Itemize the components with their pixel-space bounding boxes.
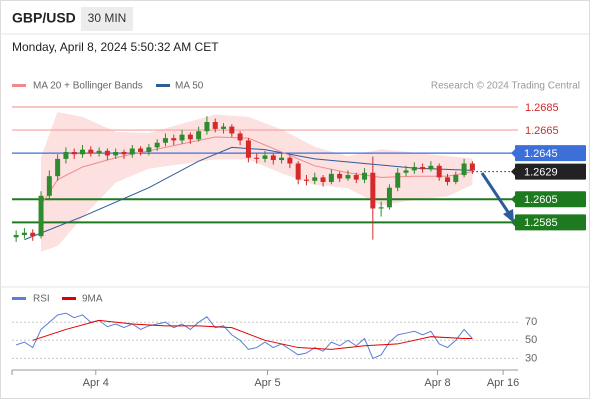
candle-body [345, 175, 351, 179]
candle-body [353, 175, 359, 180]
candle-body [270, 155, 276, 161]
candle-body [262, 155, 268, 159]
level-label: 1.2645 [524, 148, 558, 160]
level-label: 1.2665 [525, 125, 559, 137]
legend-swatch [156, 84, 170, 87]
candle-body [403, 170, 409, 173]
candle-body [411, 166, 417, 171]
candle-body [378, 207, 384, 209]
forecast-arrowhead [503, 209, 514, 223]
candle-body [295, 163, 301, 180]
y-tick-label: 70 [525, 316, 537, 328]
source: Research © 2024 Trading Central [431, 81, 580, 92]
legend-swatch [12, 84, 26, 87]
candle-body [320, 177, 326, 182]
candle-body [204, 121, 210, 132]
price-panel: 1.2685 1.2665 1.2645 1.2629 1.2605 1.2585 [12, 102, 586, 252]
legend-swatch [12, 297, 26, 300]
candle-body [453, 175, 459, 182]
candle-body [196, 131, 202, 140]
x-tick-label: Apr 8 [424, 377, 450, 389]
level-label: 1.2685 [525, 102, 559, 114]
candle-body [187, 134, 193, 140]
candle-body [386, 187, 392, 208]
candle-body [55, 158, 61, 177]
level-label: 1.2585 [524, 217, 558, 229]
bollinger-upper [40, 112, 473, 160]
candle-body [395, 172, 401, 188]
candle-body [138, 148, 144, 152]
x-tick-label: Apr 16 [487, 377, 519, 389]
candle-body [146, 147, 152, 152]
legend-label: RSI [33, 294, 50, 305]
y-tick-label: 50 [525, 334, 537, 346]
timeframe-box [81, 7, 133, 31]
candle-body [80, 149, 86, 155]
candle-body [38, 195, 44, 237]
legend-swatch [62, 297, 76, 300]
symbol: GBP/USD [12, 10, 76, 26]
candle-body [113, 151, 119, 156]
candle-body [63, 151, 69, 159]
candle-body [179, 134, 185, 141]
level-box [515, 191, 586, 208]
y-tick-label: 30 [525, 352, 537, 364]
candle-body [229, 126, 235, 134]
candle-body [303, 179, 309, 181]
candle-body [245, 140, 251, 158]
rsi-panel: 70 50 30 [12, 312, 537, 364]
candle-body [279, 157, 285, 161]
candle-body [13, 235, 19, 238]
candle-body [221, 126, 227, 129]
candle-body [428, 165, 434, 170]
candle-body [46, 176, 52, 196]
candle-body [469, 163, 475, 171]
level-box [515, 145, 586, 162]
level-label: 1.2629 [524, 166, 558, 178]
candle-body [71, 151, 77, 155]
level-pointer [511, 195, 515, 204]
legend-label: 9MA [82, 294, 103, 305]
candle-body [254, 157, 260, 159]
forecast-arrow [480, 172, 512, 216]
level-pointer [511, 218, 515, 227]
candle-body [154, 142, 160, 148]
candle-body [420, 166, 426, 170]
legend-label: MA 20 + Bollinger Bands [33, 81, 143, 92]
candle-body [21, 232, 27, 236]
candle-body [104, 150, 110, 156]
candle-body [312, 177, 318, 181]
candle-body [96, 150, 102, 154]
timeframe: 30 MIN [88, 11, 127, 25]
candle-body [328, 173, 334, 182]
level-box [515, 163, 586, 180]
candle-body [237, 133, 243, 141]
x-tick-label: Apr 5 [254, 377, 280, 389]
ma9-line [32, 319, 473, 350]
level-pointer [511, 149, 515, 158]
candle-body [287, 157, 293, 164]
subtitle: Monday, April 8, 2024 5:50:32 AM CET [12, 40, 219, 54]
candle-body [171, 138, 177, 141]
candle-body [461, 163, 467, 176]
level-pointer [511, 167, 515, 176]
legend-label: MA 50 [175, 81, 204, 92]
candle-body [337, 173, 343, 179]
candle-body [436, 165, 442, 178]
candle-body [370, 172, 376, 209]
level-box [515, 214, 586, 231]
candle-body [30, 232, 36, 237]
candle-body [362, 172, 368, 180]
candle-body [162, 138, 168, 143]
candle-body [129, 148, 135, 155]
candle-body [88, 149, 94, 154]
level-label: 1.2605 [524, 194, 558, 206]
candle-body [121, 151, 127, 155]
candle-body [444, 177, 450, 182]
x-tick-label: Apr 4 [83, 377, 109, 389]
candle-body [212, 121, 218, 129]
